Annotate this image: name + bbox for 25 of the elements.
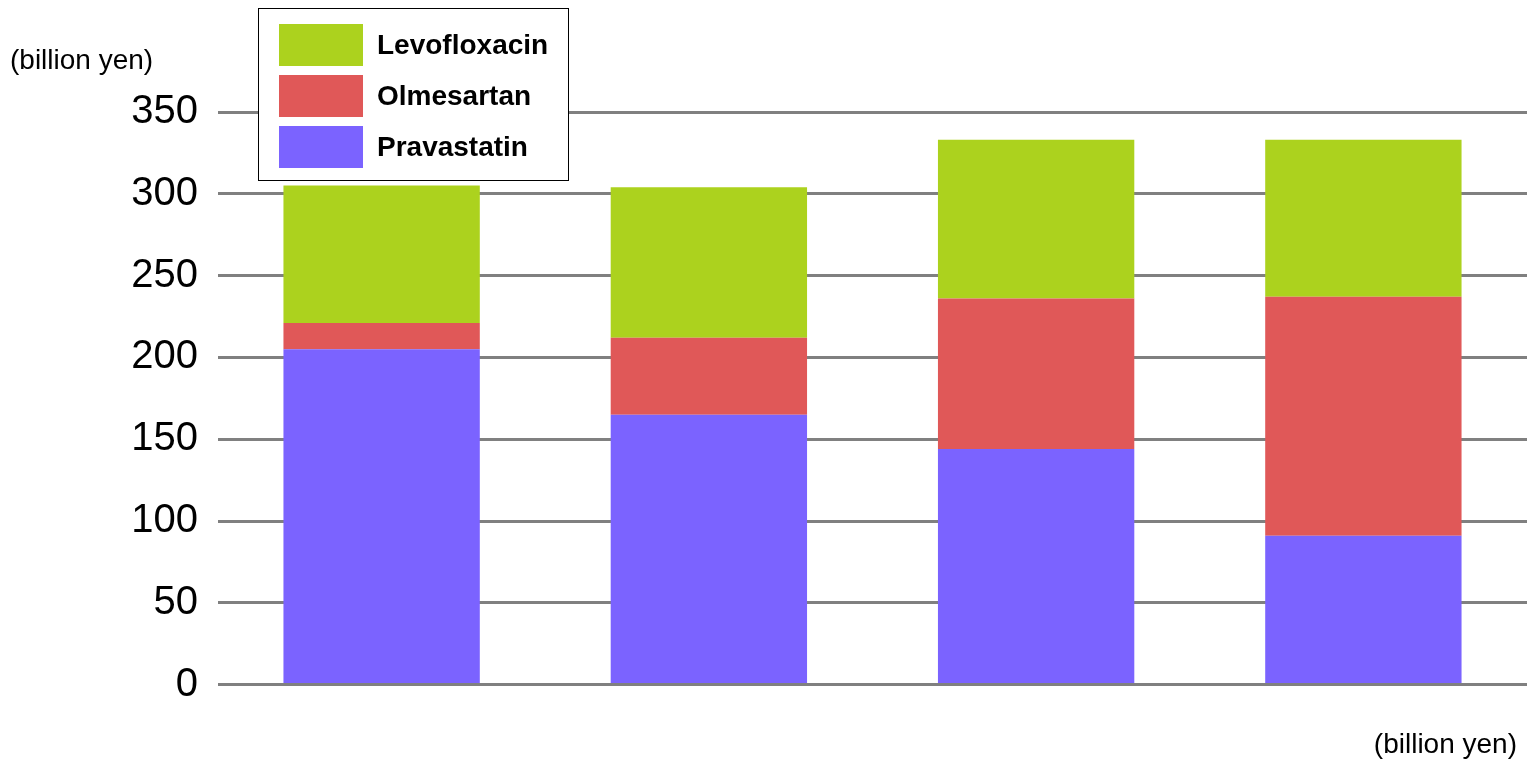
y-tick-label: 250 xyxy=(131,250,198,295)
bar xyxy=(283,185,480,324)
bar xyxy=(937,139,1135,299)
bar xyxy=(1265,139,1462,297)
bar xyxy=(937,449,1135,684)
bar xyxy=(283,323,480,350)
y-tick-label: 100 xyxy=(131,496,198,541)
y-axis-title: (billion yen) xyxy=(10,44,154,76)
y-tick-label: 50 xyxy=(153,577,198,622)
y-tick-label: 350 xyxy=(131,87,198,132)
bar xyxy=(610,337,808,415)
bar xyxy=(1265,535,1462,684)
bar xyxy=(283,349,480,684)
legend-label: Levofloxacin xyxy=(377,28,549,61)
y-tick-label: 200 xyxy=(131,332,198,377)
bar xyxy=(937,298,1135,450)
legend-label: Olmesartan xyxy=(377,79,532,112)
bar xyxy=(610,187,808,338)
legend-label: Pravastatin xyxy=(377,130,528,163)
x-axis-title: (billion yen) xyxy=(1373,728,1517,760)
bar xyxy=(610,414,808,684)
y-tick-label: 300 xyxy=(131,168,198,213)
bar xyxy=(1265,296,1462,536)
y-tick-label: 0 xyxy=(175,659,198,704)
y-tick-label: 150 xyxy=(131,414,198,459)
